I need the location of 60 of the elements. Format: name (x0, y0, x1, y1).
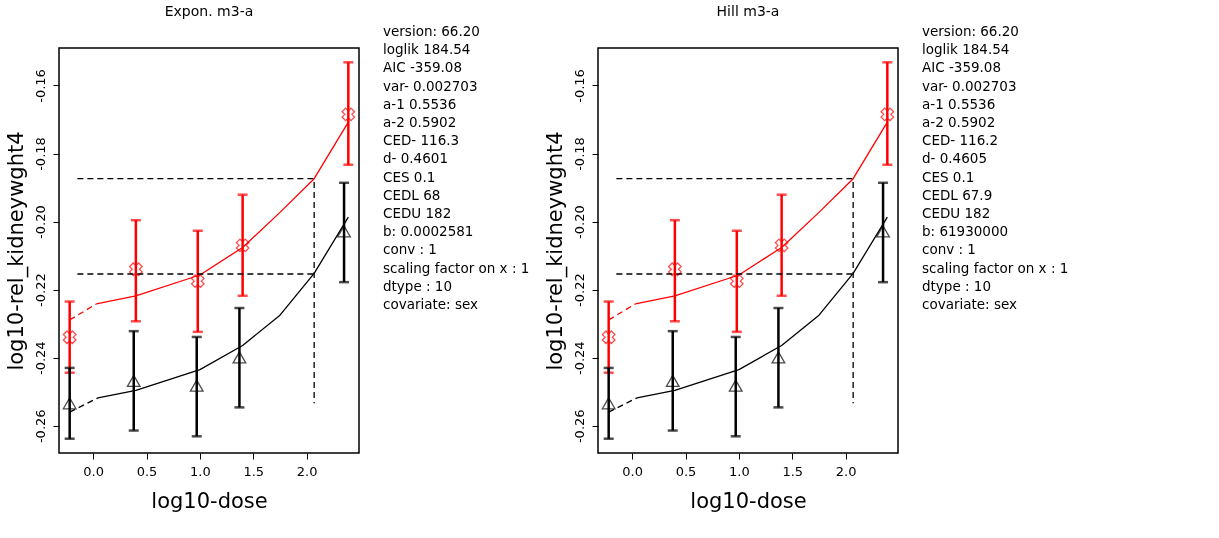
x-tick-label: 0.0 (622, 463, 644, 479)
text: covariate: sex (383, 296, 479, 312)
text: var- 0.002703 (922, 77, 1017, 94)
x-tick-label: 0.5 (136, 463, 158, 479)
y-tick-label: -0.26 (32, 409, 48, 444)
text: CEDU 182 (383, 205, 452, 221)
text: b: 61930000 (922, 223, 1009, 240)
x-tick-label: 1.0 (190, 463, 211, 479)
x-tick-label: 2.0 (296, 463, 318, 479)
text: conv : 1 (383, 241, 437, 258)
text: loglik 184.54 (922, 41, 1010, 58)
y-tick-label: -0.26 (571, 409, 587, 444)
text: CEDU 182 (922, 205, 991, 221)
y-tick-label: -0.16 (571, 69, 587, 103)
x-tick-label: 0.0 (83, 463, 105, 479)
y-axis-title: log10-rel_kidneywght4 (542, 131, 568, 371)
text: a-1 0.5536 (383, 95, 457, 112)
text: scaling factor on x : 1 (383, 259, 530, 276)
y-tick-label: -0.24 (32, 341, 48, 376)
text: CES 0.1 (383, 168, 436, 185)
text: conv : 1 (922, 241, 976, 258)
text: dtype : 10 (383, 277, 453, 294)
text: a-2 0.5902 (383, 114, 457, 130)
text: d- 0.4605 (922, 150, 987, 167)
text: d- 0.4601 (383, 150, 448, 167)
text: dtype : 10 (922, 277, 992, 294)
text: b: 0.0002581 (383, 223, 474, 240)
text: var- 0.002703 (383, 77, 478, 94)
y-tick-label: -0.22 (571, 273, 587, 307)
text: CEDL 67.9 (922, 186, 993, 203)
text: a-2 0.5902 (922, 114, 996, 130)
text: CEDL 68 (383, 186, 441, 203)
y-tick-label: -0.20 (571, 205, 587, 239)
text: covariate: sex (922, 296, 1018, 312)
text: loglik 184.54 (383, 41, 471, 58)
y-tick-label: -0.18 (571, 137, 587, 171)
x-axis-title: log10-dose (690, 488, 807, 513)
x-axis-title: log10-dose (151, 488, 268, 513)
x-tick-label: 1.5 (782, 463, 804, 479)
x-tick-label: 1.5 (243, 463, 265, 479)
y-tick-label: -0.24 (571, 341, 587, 376)
text: version: 66.20 (383, 23, 480, 39)
x-tick-label: 0.5 (675, 463, 697, 479)
y-tick-label: -0.18 (32, 137, 48, 171)
x-tick-label: 2.0 (835, 463, 857, 479)
text: CED- 116.3 (383, 132, 460, 149)
text: CES 0.1 (922, 168, 975, 185)
text: CED- 116.2 (922, 132, 999, 149)
text: scaling factor on x : 1 (922, 259, 1069, 276)
x-tick-label: 1.0 (729, 463, 750, 479)
chart-title: Expon. m3-a (164, 3, 254, 19)
y-axis-title: log10-rel_kidneywght4 (3, 131, 29, 371)
y-tick-label: -0.22 (32, 273, 48, 307)
text: AIC -359.08 (383, 59, 463, 76)
text: version: 66.20 (922, 23, 1019, 39)
y-tick-label: -0.16 (32, 69, 48, 103)
y-tick-label: -0.20 (32, 205, 48, 239)
chart-title: Hill m3-a (716, 3, 780, 19)
text: a-1 0.5536 (922, 95, 996, 112)
text: AIC -359.08 (922, 59, 1002, 76)
